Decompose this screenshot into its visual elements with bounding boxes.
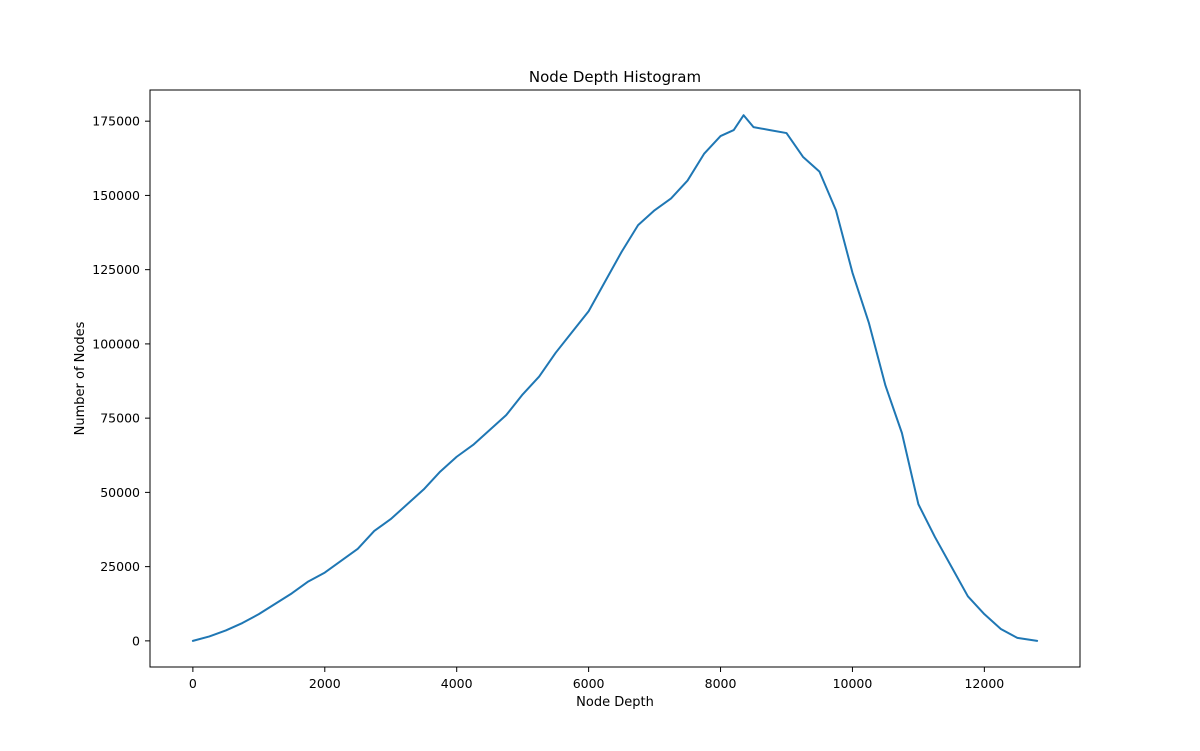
x-tick-label: 0 (189, 676, 197, 691)
y-tick-label: 175000 (92, 114, 140, 129)
x-tick-label: 6000 (573, 676, 605, 691)
x-tick-label: 10000 (833, 676, 873, 691)
y-tick-label: 150000 (92, 188, 140, 203)
y-axis-ticks: 0 25000 50000 75000 100000 125000 150000 175000 (92, 114, 150, 648)
y-tick-label: 50000 (100, 485, 140, 500)
x-tick-label: 4000 (441, 676, 473, 691)
y-axis-label: Number of Nodes (73, 321, 88, 435)
y-tick-label: 75000 (100, 411, 140, 426)
series-layer (191, 114, 1039, 642)
x-axis-ticks: 0 2000 4000 6000 8000 10000 12000 (189, 667, 1004, 691)
chart-title: Node Depth Histogram (529, 68, 701, 86)
plot-area (149, 89, 1081, 668)
y-tick-label: 25000 (100, 559, 140, 574)
y-tick-label: 125000 (92, 262, 140, 277)
x-tick-label: 2000 (309, 676, 341, 691)
x-tick-label: 12000 (964, 676, 1004, 691)
plot-frame (149, 89, 1081, 668)
series-line (191, 114, 1039, 642)
y-tick-label: 0 (132, 633, 140, 648)
x-tick-label: 8000 (705, 676, 737, 691)
x-axis-label: Node Depth (576, 695, 654, 710)
y-tick-label: 100000 (92, 336, 140, 351)
